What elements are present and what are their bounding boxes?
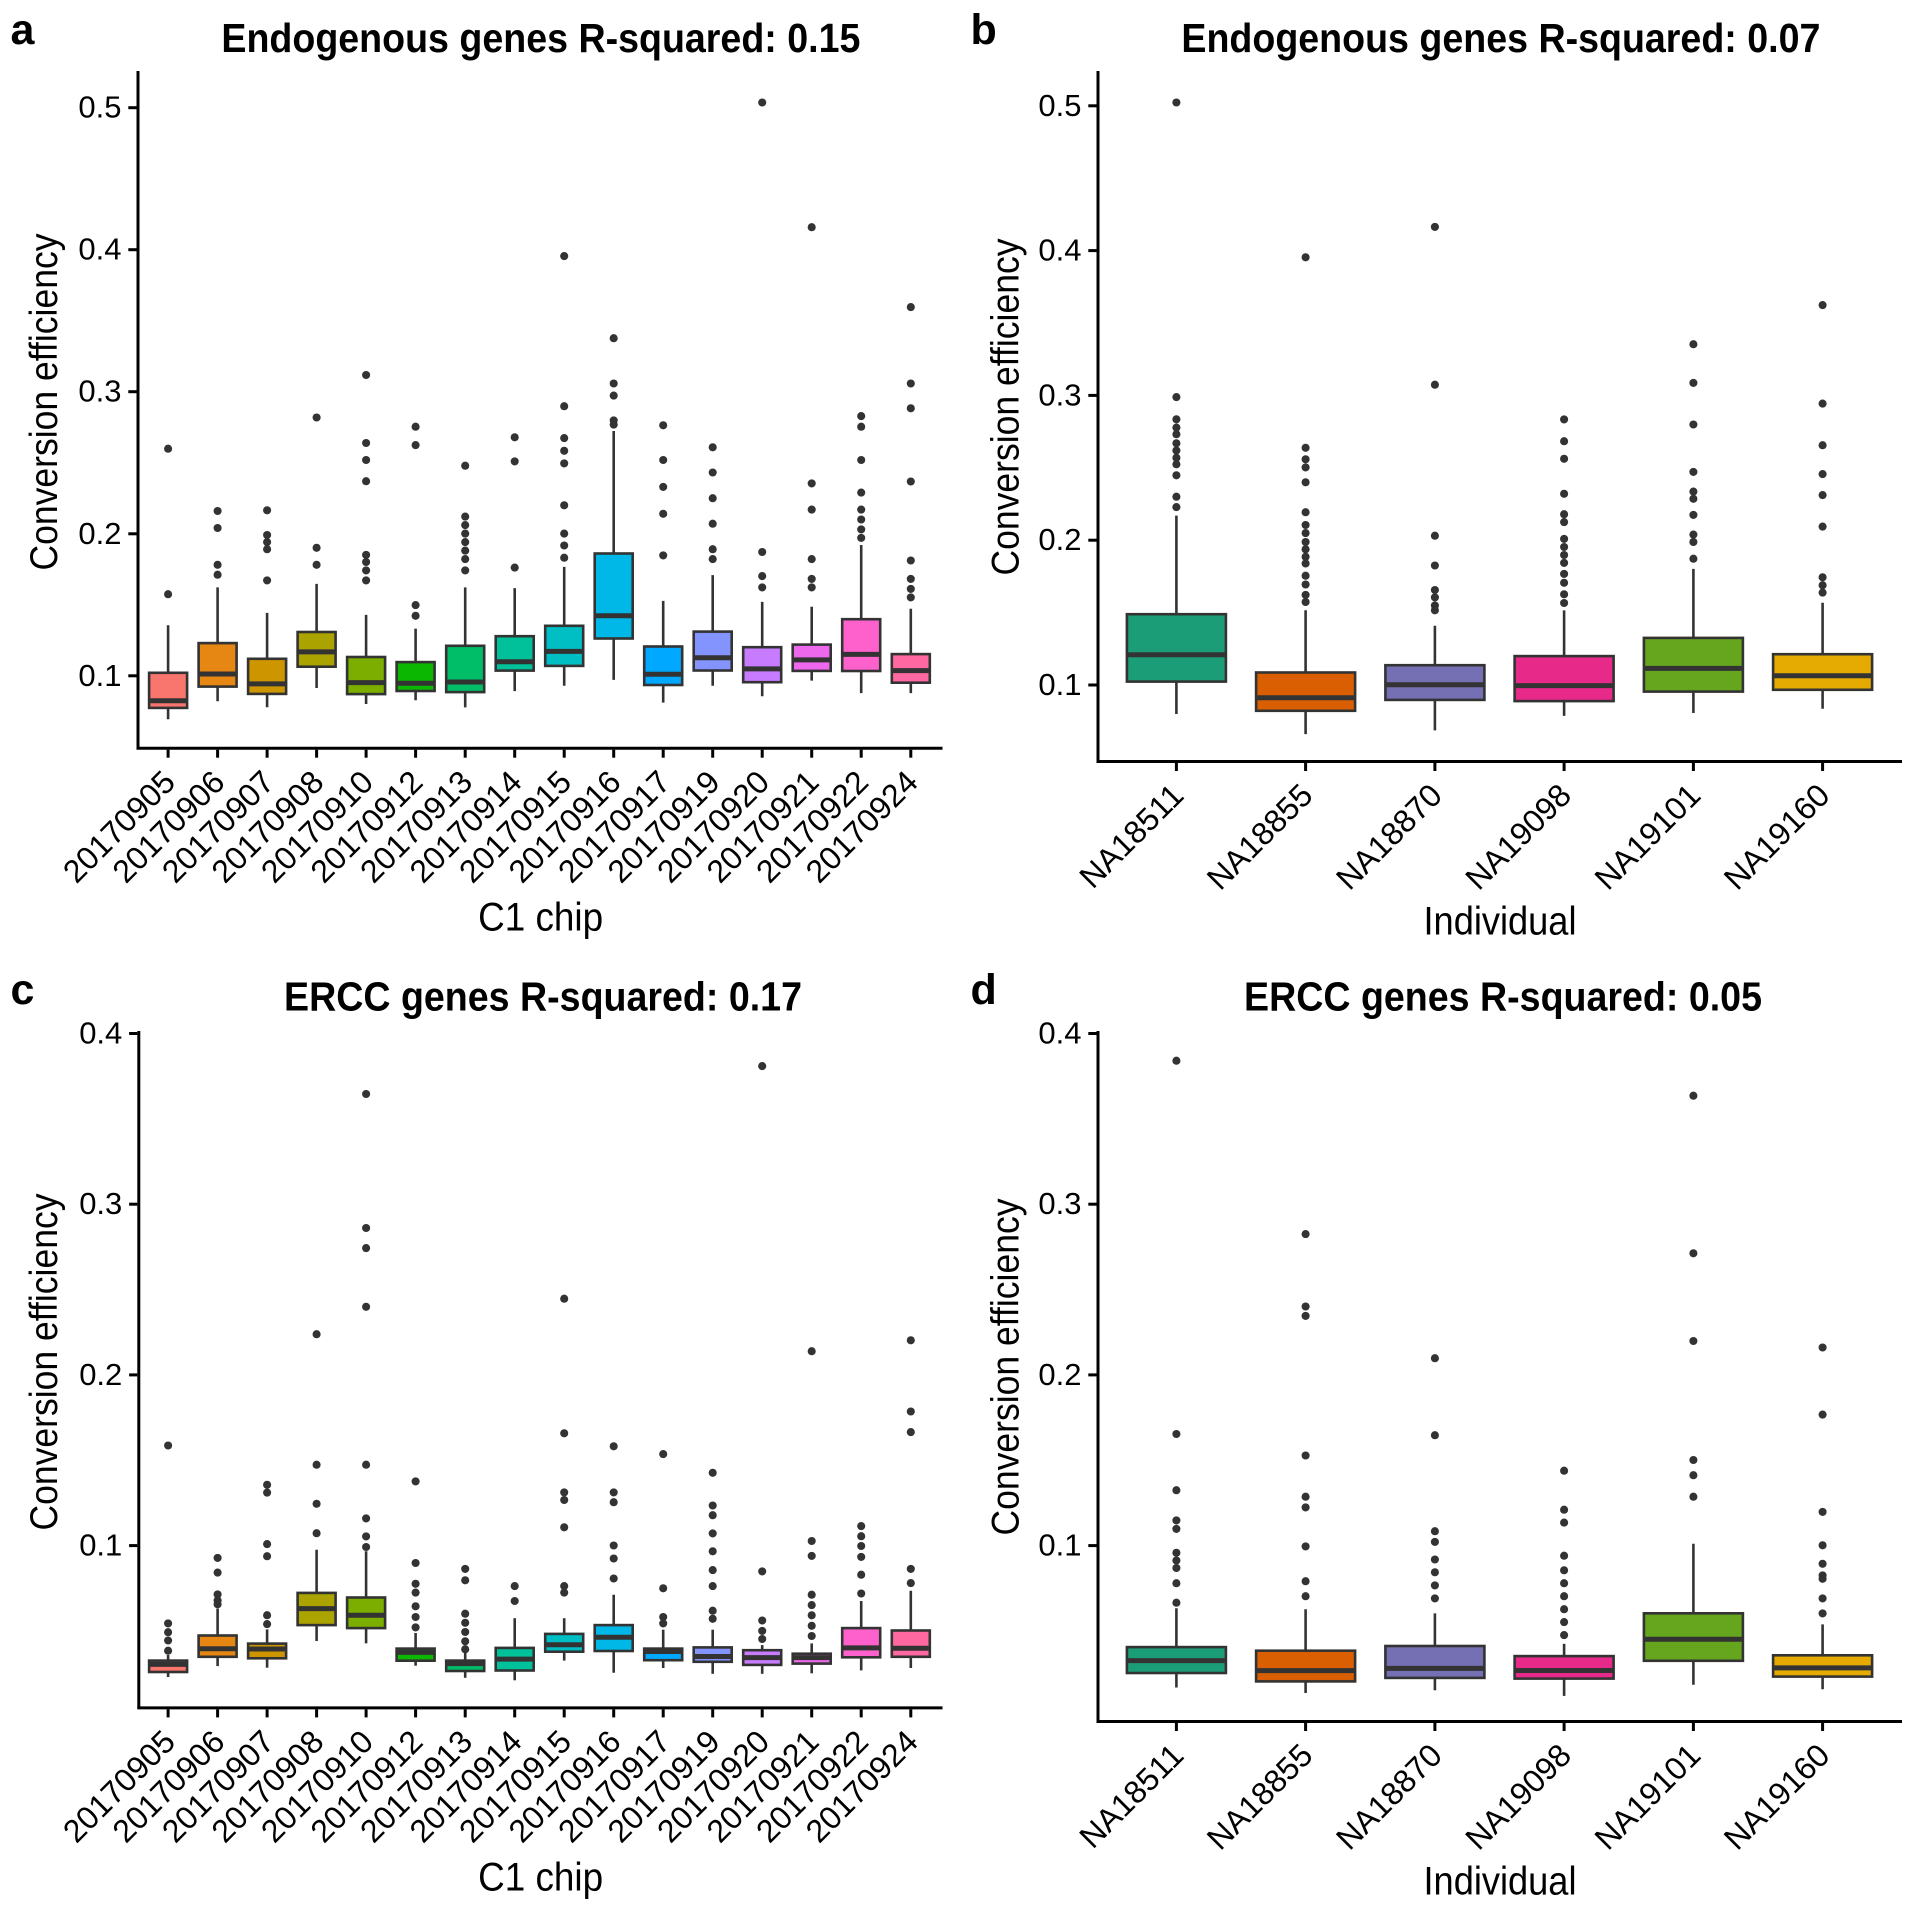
svg-text:Conversion efficiency: Conversion efficiency: [985, 238, 1028, 576]
svg-text:0.5: 0.5: [78, 90, 121, 125]
svg-text:Endogenous genes R-squared: 0.: Endogenous genes R-squared: 0.07: [1181, 15, 1820, 61]
svg-text:Endogenous genes R-squared: 0.: Endogenous genes R-squared: 0.15: [221, 15, 860, 61]
svg-text:0.2: 0.2: [1038, 522, 1081, 557]
svg-text:0.5: 0.5: [1038, 88, 1081, 123]
svg-text:0.2: 0.2: [79, 1357, 122, 1392]
svg-text:0.1: 0.1: [1038, 667, 1081, 702]
svg-text:0.1: 0.1: [79, 1528, 122, 1563]
svg-text:ERCC genes R-squared: 0.17: ERCC genes R-squared: 0.17: [284, 974, 802, 1020]
svg-text:Conversion efficiency: Conversion efficiency: [985, 1198, 1028, 1536]
svg-text:0.3: 0.3: [79, 1186, 122, 1221]
svg-text:0.4: 0.4: [1038, 1016, 1081, 1051]
svg-text:C1 chip: C1 chip: [478, 896, 603, 940]
svg-text:0.3: 0.3: [1038, 377, 1081, 412]
svg-text:c: c: [11, 966, 35, 1014]
svg-text:0.3: 0.3: [1038, 1186, 1081, 1221]
svg-text:0.4: 0.4: [1038, 233, 1081, 268]
svg-text:0.4: 0.4: [78, 232, 121, 267]
svg-text:Individual: Individual: [1424, 900, 1577, 944]
svg-text:a: a: [11, 6, 36, 54]
svg-text:ERCC genes R-squared: 0.05: ERCC genes R-squared: 0.05: [1244, 974, 1762, 1020]
svg-text:0.3: 0.3: [78, 374, 121, 409]
svg-text:0.1: 0.1: [1038, 1528, 1081, 1563]
svg-text:b: b: [971, 6, 997, 54]
svg-text:Individual: Individual: [1424, 1860, 1577, 1904]
svg-text:0.4: 0.4: [79, 1016, 122, 1051]
svg-text:0.2: 0.2: [78, 516, 121, 551]
svg-text:0.2: 0.2: [1038, 1357, 1081, 1392]
svg-text:Conversion efficiency: Conversion efficiency: [23, 233, 66, 571]
svg-text:0.1: 0.1: [78, 658, 121, 693]
svg-text:Conversion efficiency: Conversion efficiency: [23, 1193, 66, 1531]
svg-text:d: d: [971, 966, 997, 1014]
svg-text:C1 chip: C1 chip: [478, 1856, 603, 1900]
